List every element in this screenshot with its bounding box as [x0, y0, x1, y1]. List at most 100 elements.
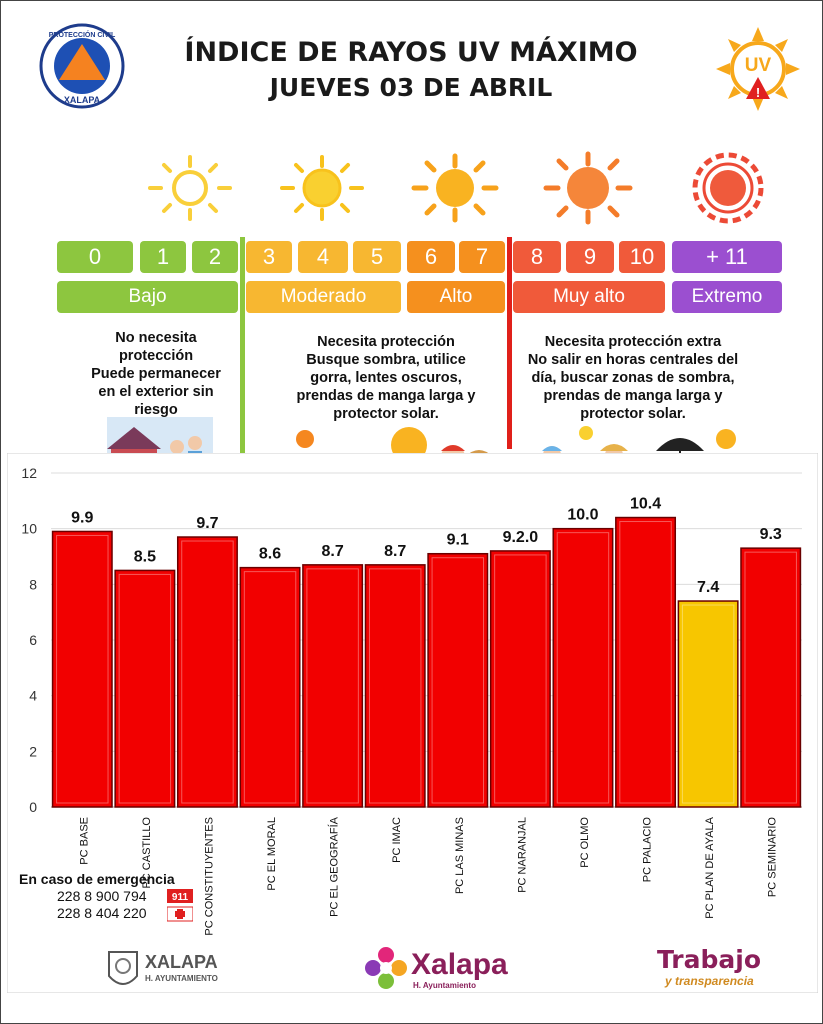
category-label: PC PALACIO — [642, 817, 654, 883]
level-extremo: Extremo — [672, 281, 782, 313]
bar — [302, 564, 364, 808]
advice-low-line: Puede permanecer — [91, 366, 221, 382]
bar — [677, 600, 739, 808]
data-label: 9.7 — [196, 515, 218, 532]
bar-bevel — [306, 568, 359, 804]
data-label: 9.2.0 — [503, 529, 539, 546]
bar-bevel — [744, 551, 797, 804]
advice-moderate: Necesita protección Busque sombra, utili… — [281, 333, 491, 423]
sun-very-high-icon — [543, 151, 633, 225]
y-tick-label: 8 — [29, 576, 37, 592]
scale-box-1: 1 — [140, 241, 186, 273]
footer-logo-trabajo: Trabajo — [657, 945, 762, 974]
level-alto: Alto — [407, 281, 505, 313]
category-label: PC EL GEOGRAFÍA — [328, 816, 341, 917]
emergency-contacts: En caso de emergencia 228 8 900 794 228 … — [19, 871, 175, 922]
category-label: PC SEMINARIO — [767, 817, 779, 898]
bar — [427, 552, 489, 808]
uv-bar-chart: 0 2 4 6 8 10 12 9.9 PC BASE 8.5 PC CASTILLO 9.7 PC … — [7, 453, 818, 993]
advice-moderate-line: gorra, lentes oscuros, — [310, 370, 462, 386]
bar — [552, 527, 614, 808]
xalapa-seal-icon — [108, 951, 138, 985]
advice-high-line: día, buscar zonas de sombra, — [531, 370, 735, 386]
data-label: 10.4 — [630, 496, 661, 513]
uv-warning-icon: UV ! — [716, 27, 800, 111]
bar-bevel — [494, 554, 547, 804]
category-label: PC CASTILLO — [141, 817, 153, 889]
divider-low-moderate — [240, 237, 245, 453]
bar-bevel — [181, 540, 234, 804]
y-tick-label: 4 — [29, 688, 37, 704]
bar-bevel — [368, 568, 422, 804]
scale-box-6: 6 — [407, 241, 455, 273]
badge-ring-text: PROTECCIÓN CIVIL — [49, 30, 116, 39]
data-label: 7.4 — [697, 579, 719, 596]
scale-box-5: 5 — [353, 241, 401, 273]
sun-high-icon — [411, 153, 499, 223]
footer-logo-xalapa: XALAPA — [145, 952, 218, 972]
data-label: 8.6 — [259, 546, 281, 563]
bar — [176, 536, 238, 808]
proteccion-civil-logo: PROTECCIÓN CIVIL XALAPA — [39, 23, 125, 109]
emergency-phone-2: 228 8 404 220 — [57, 905, 147, 921]
scale-box-11-plus: + 11 — [672, 241, 782, 273]
scale-box-4: 4 — [298, 241, 348, 273]
advice-very-high: Necesita protección extra No salir en ho… — [513, 333, 753, 423]
emergency-heading: En caso de emergencia — [19, 871, 175, 887]
advice-high-line: Necesita protección extra — [544, 334, 722, 350]
advice-moderate-line: prendas de manga larga y — [296, 388, 476, 404]
scale-box-7: 7 — [459, 241, 505, 273]
scale-box-2: 2 — [192, 241, 238, 273]
page-subtitle-date: JUEVES 03 DE ABRIL — [269, 73, 553, 102]
bar-bevel — [681, 604, 735, 804]
data-label: 8.7 — [322, 543, 344, 560]
data-label: 8.7 — [384, 543, 406, 560]
data-label: 9.3 — [760, 526, 782, 543]
advice-low: No necesita protección Puede permanecer … — [81, 329, 231, 419]
uv-icon-text: UV — [745, 55, 772, 76]
bar — [489, 550, 551, 808]
data-label: 9.1 — [447, 532, 469, 549]
category-label: PC BASE — [78, 817, 90, 865]
uv-warning-mark: ! — [756, 85, 760, 100]
advice-high-line: No salir en horas centrales del — [527, 352, 739, 368]
y-tick-label: 10 — [21, 521, 37, 537]
footer-logo-ayuntamiento: H. AYUNTAMIENTO — [145, 974, 218, 983]
bar-bevel — [431, 557, 485, 804]
level-bajo: Bajo — [57, 281, 238, 313]
bar — [51, 530, 113, 808]
scale-box-9: 9 — [566, 241, 614, 273]
category-label: PC LAS MINAS — [454, 817, 466, 894]
bar — [740, 547, 802, 808]
bar — [364, 564, 426, 808]
scale-box-8: 8 — [513, 241, 561, 273]
divider-high-veryhigh — [507, 237, 512, 449]
advice-low-line: No necesita — [115, 330, 197, 346]
category-label: PC PLAN DE AYALA — [704, 816, 716, 918]
badge-bottom-text: XALAPA — [64, 95, 101, 105]
advice-moderate-line: Busque sombra, utilice — [306, 352, 466, 368]
data-label: 8.5 — [134, 548, 156, 565]
footer-logo-xalapa-sub: H. Ayuntamiento — [413, 981, 476, 990]
sun-low-icon — [148, 155, 232, 221]
category-label: PC IMAC — [391, 817, 403, 863]
advice-low-line: en el exterior sin — [98, 384, 214, 400]
bar — [615, 516, 677, 808]
bar-bevel — [118, 573, 172, 804]
advice-low-line: protección — [118, 348, 194, 364]
advice-high-line: protector solar. — [580, 406, 686, 422]
emergency-911-icon: 911 — [167, 889, 193, 922]
category-label: PC CONSTITUYENTES — [203, 817, 215, 936]
advice-moderate-line: Necesita protección — [317, 334, 455, 350]
footer-logo-xalapa-brand: Xalapa — [411, 948, 508, 981]
bar-bevel — [556, 532, 610, 804]
emergency-911-text: 911 — [172, 892, 189, 903]
bar-bevel — [243, 571, 297, 804]
y-tick-label: 2 — [29, 743, 37, 759]
scale-box-0: 0 — [57, 241, 133, 273]
scale-box-10: 10 — [619, 241, 665, 273]
y-tick-label: 0 — [29, 799, 37, 815]
bar-bevel — [619, 521, 672, 804]
advice-low-line: riesgo — [134, 402, 178, 418]
y-tick-label: 6 — [29, 632, 37, 648]
